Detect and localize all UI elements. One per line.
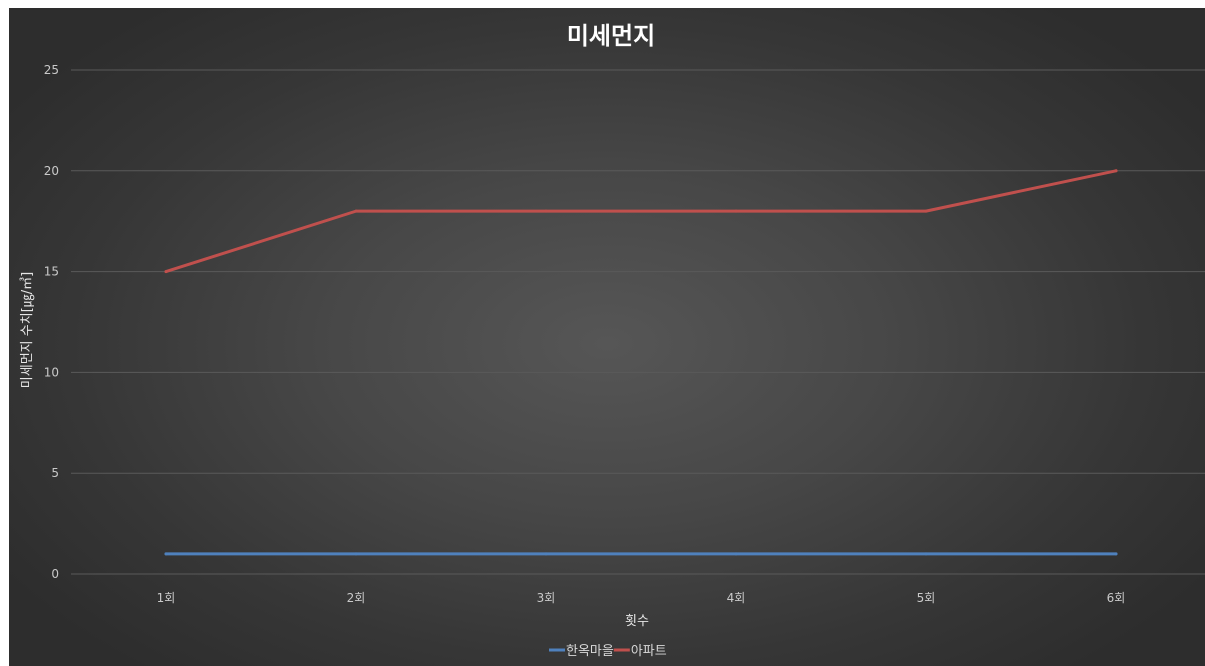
series-lines: [164, 169, 1118, 556]
legend-item[interactable]: 아파트: [613, 644, 667, 659]
x-tick-label: 3회: [537, 591, 556, 605]
series-line-1: [164, 169, 1118, 274]
data-point: [734, 209, 738, 213]
y-tick-label: 10: [44, 365, 59, 379]
data-point: [354, 552, 358, 556]
y-tick-label: 25: [44, 63, 59, 77]
data-point: [924, 209, 928, 213]
x-tick-label: 5회: [917, 591, 936, 605]
legend-item[interactable]: 한옥마을: [549, 644, 614, 659]
data-point: [544, 209, 548, 213]
data-point: [164, 270, 168, 274]
line-chart: 미세먼지 0 5 10 15 20 25 1회 2회 3회 4회 5회 6회 횟수 미세먼지 수치[…: [20, 22, 1205, 659]
legend-label: 한옥마을: [566, 644, 614, 659]
legend[interactable]: 한옥마을 아파트: [549, 644, 667, 659]
data-point: [544, 552, 548, 556]
gridlines: [71, 69, 1205, 575]
x-axis-title: 횟수: [625, 614, 649, 629]
y-tick-label: 5: [51, 466, 59, 480]
x-tick-label: 1회: [157, 591, 176, 605]
data-point: [924, 552, 928, 556]
data-point: [1114, 169, 1118, 173]
y-axis-title: 미세먼지 수치[㎍/㎥]: [20, 272, 35, 388]
data-point: [354, 209, 358, 213]
legend-label: 아파트: [631, 644, 667, 659]
x-tick-label: 2회: [347, 591, 366, 605]
chart-title: 미세먼지: [567, 22, 655, 50]
y-tick-label: 0: [51, 567, 59, 581]
chart-area: 미세먼지 0 5 10 15 20 25 1회 2회 3회 4회 5회 6회 횟수 미세먼지 수치[…: [9, 8, 1205, 666]
y-tick-label: 15: [44, 265, 59, 279]
x-tick-label: 4회: [727, 591, 746, 605]
data-point: [734, 552, 738, 556]
x-axis-ticks: 1회 2회 3회 4회 5회 6회: [157, 591, 1126, 605]
y-tick-label: 20: [44, 164, 59, 178]
data-point: [164, 552, 168, 556]
y-axis-ticks: 0 5 10 15 20 25: [44, 63, 59, 581]
data-point: [1114, 552, 1118, 556]
x-tick-label: 6회: [1107, 591, 1126, 605]
